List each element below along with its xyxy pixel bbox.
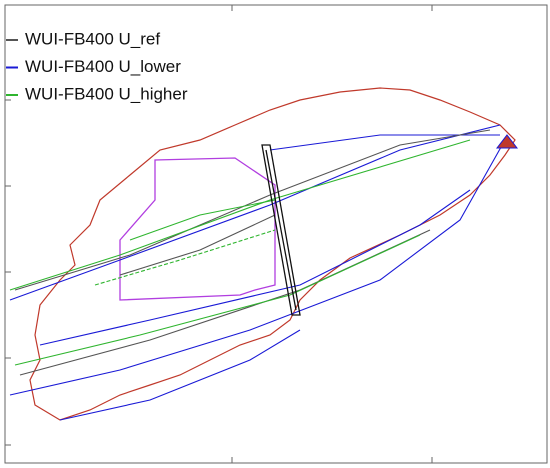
spread-contours bbox=[9, 124, 506, 421]
legend-label: WUI-FB400 U_lower bbox=[25, 57, 181, 76]
legend-label: WUI-FB400 U_ref bbox=[25, 29, 160, 48]
fuel-break bbox=[261, 144, 301, 316]
legend-label: WUI-FB400 U_higher bbox=[25, 84, 188, 103]
frame bbox=[4, 4, 548, 464]
legend: WUI-FB400 U_ref WUI-FB400 U_lower WUI-FB40… bbox=[6, 29, 188, 103]
ticks bbox=[5, 5, 433, 463]
purple-perimeter bbox=[119, 157, 276, 301]
island-outline bbox=[29, 87, 516, 421]
ignition-point bbox=[495, 134, 519, 149]
